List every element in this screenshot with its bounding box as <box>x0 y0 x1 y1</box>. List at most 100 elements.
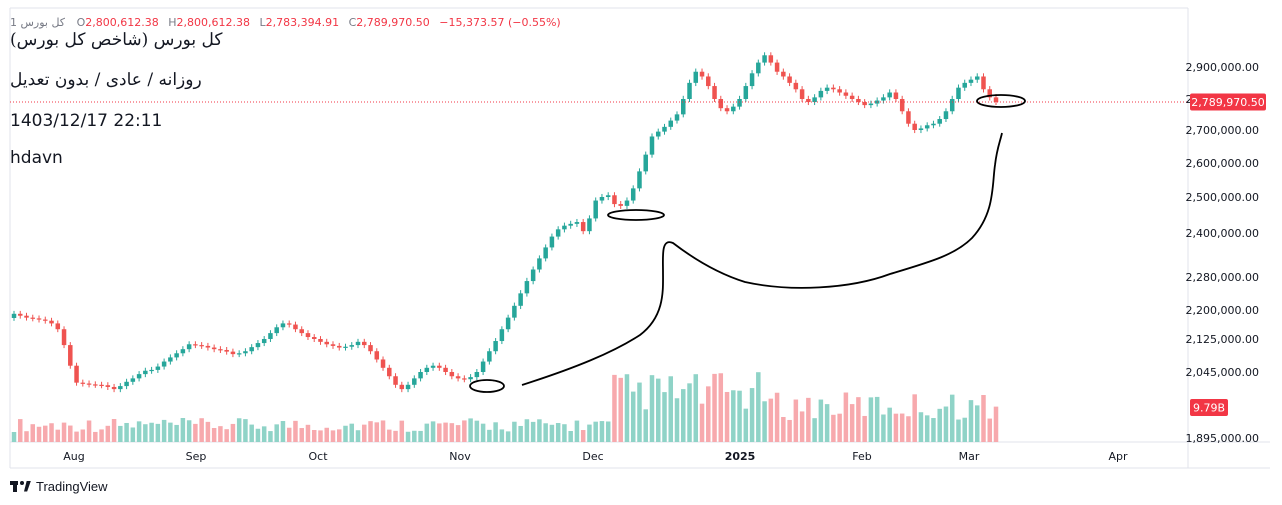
volume-bars <box>11 372 999 442</box>
volume-bar <box>249 424 254 442</box>
volume-bar <box>806 397 811 442</box>
volume-bar <box>443 422 448 442</box>
y-tick-label: 2,280,000.00 <box>1186 271 1259 284</box>
candle-body <box>424 367 430 372</box>
volume-bar <box>36 426 42 442</box>
candle-body <box>93 384 98 386</box>
candle-body <box>86 383 92 385</box>
volume-bar <box>349 423 355 442</box>
volume-bar <box>831 414 836 442</box>
candle-body <box>355 341 361 346</box>
candle-body <box>236 353 242 355</box>
volume-bar <box>774 392 780 442</box>
low-value: 2,783,394.91 <box>265 16 340 29</box>
volume-bar <box>130 427 136 442</box>
volume-bar <box>587 424 592 442</box>
candle-body <box>512 305 517 318</box>
candle-body <box>630 188 636 201</box>
volume-bar <box>787 419 792 442</box>
volume-bar <box>931 418 936 442</box>
volume-bar <box>793 399 799 442</box>
axes: 2,900,000.002,800,000.002,700,000.002,60… <box>63 61 1259 463</box>
volume-bar <box>693 374 699 442</box>
candle-body <box>981 76 986 90</box>
volume-bar <box>205 421 211 442</box>
candle-body <box>24 315 29 318</box>
candle-body <box>549 236 555 248</box>
candle-body <box>562 225 567 230</box>
volume-bar <box>937 408 942 442</box>
candle-body <box>649 136 655 155</box>
volume-bar <box>311 430 317 442</box>
volume-bar <box>430 421 436 442</box>
candle-body <box>324 341 329 345</box>
candle-body <box>499 329 505 342</box>
open-label: O <box>76 16 86 29</box>
volume-bar <box>637 382 642 442</box>
candle-body <box>956 87 961 99</box>
candle-body <box>336 345 342 348</box>
candle-body <box>261 339 267 344</box>
candle-body <box>130 378 136 382</box>
candle-body <box>824 87 830 91</box>
volume-bar <box>949 394 955 442</box>
x-tick-label: Oct <box>308 450 328 463</box>
candle-body <box>80 382 86 384</box>
candle-body <box>968 79 974 83</box>
candle-body <box>524 281 530 294</box>
candle-body <box>637 171 642 189</box>
candle-body <box>518 293 523 306</box>
candle-body <box>668 120 674 127</box>
volume-bar <box>118 425 123 442</box>
volume-bar <box>518 425 523 442</box>
y-tick-label: 2,200,000.00 <box>1186 304 1259 317</box>
candle-body <box>205 345 211 348</box>
candle-body <box>412 378 417 385</box>
volume-bar <box>874 396 880 442</box>
x-tick-label: Sep <box>186 450 207 463</box>
volume-bar <box>74 431 79 442</box>
candle-body <box>624 200 630 206</box>
candle-body <box>849 95 855 99</box>
candle-body <box>349 345 355 347</box>
volume-bar <box>30 424 36 442</box>
volume-bar <box>618 377 623 442</box>
volume-bar <box>86 420 92 442</box>
candle-body <box>149 369 154 372</box>
volume-bar <box>655 378 661 442</box>
candle-body <box>568 223 573 226</box>
volume-bar <box>624 374 630 442</box>
tradingview-brand[interactable]: TradingView <box>10 479 108 494</box>
volume-bar <box>699 403 705 442</box>
candle-body <box>731 106 736 112</box>
candle-body <box>749 73 755 87</box>
volume-bar <box>799 411 805 442</box>
volume-bar <box>362 424 367 442</box>
candle-body <box>899 99 905 112</box>
candle-body <box>818 90 824 98</box>
volume-bar <box>605 421 611 442</box>
volume-bar <box>580 430 586 442</box>
volume-bar <box>987 418 992 442</box>
candle-body <box>943 111 949 120</box>
candle-body <box>812 97 817 103</box>
x-tick-label: Dec <box>582 450 603 463</box>
volume-bar <box>630 391 636 442</box>
volume-tag: 9.79B <box>1190 399 1228 416</box>
candle-body <box>643 154 648 172</box>
candle-body <box>405 384 411 390</box>
tradingview-logo-icon <box>10 480 31 493</box>
volume-bar <box>18 419 23 442</box>
candle-body <box>443 367 448 372</box>
volume-bar <box>80 429 86 442</box>
volume-bar <box>149 422 154 442</box>
curve-annotation <box>521 132 1003 386</box>
volume-bar <box>424 423 430 442</box>
volume-bar <box>662 392 667 442</box>
candle-body <box>368 345 373 352</box>
y-tick-label: 2,125,000.00 <box>1186 333 1259 346</box>
volume-bar <box>136 421 142 442</box>
volume-bar <box>105 425 111 442</box>
volume-bar <box>981 395 986 442</box>
